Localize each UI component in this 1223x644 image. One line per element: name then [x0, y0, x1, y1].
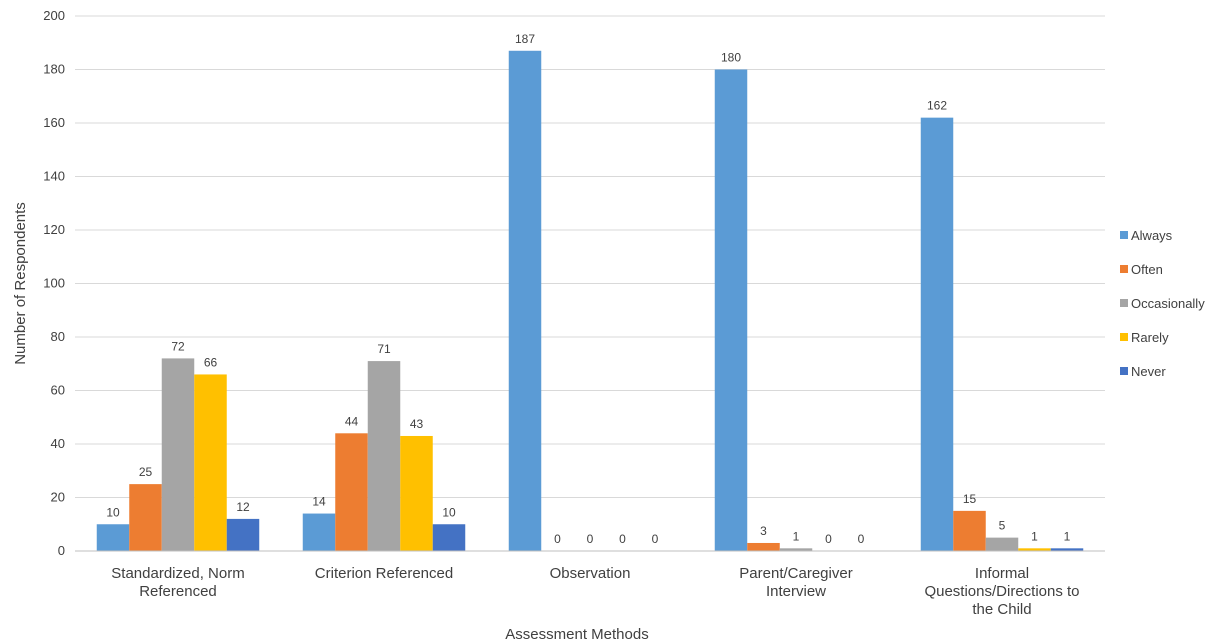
legend-label: Always: [1131, 228, 1173, 243]
y-tick-label: 120: [43, 222, 65, 237]
bar: [953, 510, 986, 551]
data-label: 0: [652, 532, 659, 546]
data-label: 44: [345, 414, 359, 428]
bar: [367, 361, 401, 551]
y-tick-label: 140: [43, 169, 65, 184]
data-label: 72: [171, 339, 185, 353]
bars: [96, 50, 1084, 552]
data-label: 162: [927, 99, 947, 113]
x-category-label: Parent/Caregiver: [739, 565, 852, 582]
bar: [714, 69, 748, 551]
data-label: 1: [1031, 529, 1038, 543]
y-axis-title: Number of Respondents: [12, 202, 29, 365]
data-label: 71: [377, 342, 391, 356]
bar: [508, 50, 542, 552]
legend-swatch: [1120, 367, 1128, 375]
bar: [747, 542, 780, 551]
legend: Always Often Occasionally Rarely Never: [1120, 228, 1205, 379]
x-axis-title: Assessment Methods: [505, 626, 648, 643]
y-axis-ticks: 0 20 40 60 80 100 120 140 160 180 200: [43, 8, 65, 558]
x-category-label: Standardized, Norm: [111, 565, 244, 582]
gridlines: [75, 15, 1105, 498]
data-label: 0: [825, 532, 832, 546]
data-label: 25: [139, 465, 153, 479]
bar: [1018, 548, 1051, 551]
legend-swatch: [1120, 265, 1128, 273]
y-tick-label: 0: [58, 543, 65, 558]
bar: [226, 518, 260, 551]
data-label: 187: [515, 32, 535, 46]
bar: [194, 374, 227, 551]
data-label: 1: [793, 529, 800, 543]
bar: [335, 433, 368, 551]
bar: [985, 537, 1019, 551]
x-category-label: Interview: [766, 583, 826, 600]
data-label: 5: [999, 519, 1006, 533]
y-tick-label: 180: [43, 62, 65, 77]
data-label: 0: [554, 532, 561, 546]
bar: [161, 358, 195, 551]
data-label: 3: [760, 524, 767, 538]
data-label: 180: [721, 51, 741, 65]
y-tick-label: 20: [51, 490, 65, 505]
data-label: 14: [312, 495, 326, 509]
data-label: 66: [204, 355, 218, 369]
legend-swatch: [1120, 333, 1128, 341]
x-category-label: Referenced: [139, 583, 217, 600]
x-category-label: Informal: [975, 565, 1029, 582]
y-tick-label: 60: [51, 383, 65, 398]
data-label: 12: [236, 500, 250, 514]
data-label: 0: [587, 532, 594, 546]
y-tick-label: 40: [51, 436, 65, 451]
data-label: 10: [106, 505, 120, 519]
y-tick-label: 100: [43, 276, 65, 291]
legend-label: Rarely: [1131, 330, 1169, 345]
legend-swatch: [1120, 231, 1128, 239]
data-label: 10: [442, 505, 456, 519]
x-category-label: Observation: [550, 565, 631, 582]
x-category-label: the Child: [972, 601, 1031, 618]
bar: [302, 513, 336, 551]
legend-swatch: [1120, 299, 1128, 307]
bar: [1050, 548, 1084, 551]
bar: [432, 524, 466, 551]
bar: [920, 117, 954, 552]
legend-label: Occasionally: [1131, 296, 1205, 311]
bar: [779, 548, 813, 551]
data-label: 0: [619, 532, 626, 546]
x-category-label: Questions/Directions to: [924, 583, 1079, 600]
y-tick-label: 200: [43, 8, 65, 23]
bar: [400, 435, 433, 551]
data-label: 43: [410, 417, 424, 431]
bar: [96, 524, 130, 551]
x-category-label: Criterion Referenced: [315, 565, 453, 582]
legend-label: Often: [1131, 262, 1163, 277]
data-label: 0: [858, 532, 865, 546]
y-tick-label: 160: [43, 115, 65, 130]
data-label: 15: [963, 492, 977, 506]
data-label: 1: [1064, 529, 1071, 543]
y-tick-label: 80: [51, 329, 65, 344]
legend-label: Never: [1131, 364, 1166, 379]
bar: [129, 484, 162, 551]
